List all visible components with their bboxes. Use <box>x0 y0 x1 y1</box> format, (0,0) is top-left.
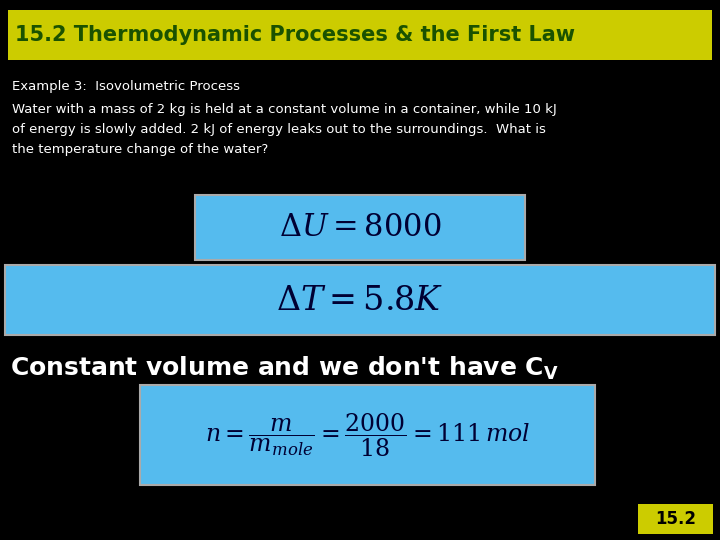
Text: the temperature change of the water?: the temperature change of the water? <box>12 143 269 156</box>
Text: $\Delta U = 8000$: $\Delta U = 8000$ <box>279 213 441 242</box>
Text: Example 3:  Isovolumetric Process: Example 3: Isovolumetric Process <box>12 80 240 93</box>
Text: of energy is slowly added. 2 kJ of energy leaks out to the surroundings.  What i: of energy is slowly added. 2 kJ of energ… <box>12 123 546 136</box>
FancyBboxPatch shape <box>638 504 713 534</box>
Text: Constant volume and we don't have $\mathregular{C_V}$: Constant volume and we don't have $\math… <box>10 355 559 382</box>
Text: 15.2: 15.2 <box>655 510 696 528</box>
Text: 15.2 Thermodynamic Processes & the First Law: 15.2 Thermodynamic Processes & the First… <box>15 25 575 45</box>
Text: $\Delta T = 5.8K$: $\Delta T = 5.8K$ <box>276 284 444 316</box>
FancyBboxPatch shape <box>5 265 715 335</box>
FancyBboxPatch shape <box>140 385 595 485</box>
FancyBboxPatch shape <box>8 10 712 60</box>
FancyBboxPatch shape <box>195 195 525 260</box>
Text: $n = \dfrac{m}{m_{mole}} = \dfrac{2000}{18} = 111\,mol$: $n = \dfrac{m}{m_{mole}} = \dfrac{2000}{… <box>204 411 530 458</box>
Text: Water with a mass of 2 kg is held at a constant volume in a container, while 10 : Water with a mass of 2 kg is held at a c… <box>12 103 557 116</box>
